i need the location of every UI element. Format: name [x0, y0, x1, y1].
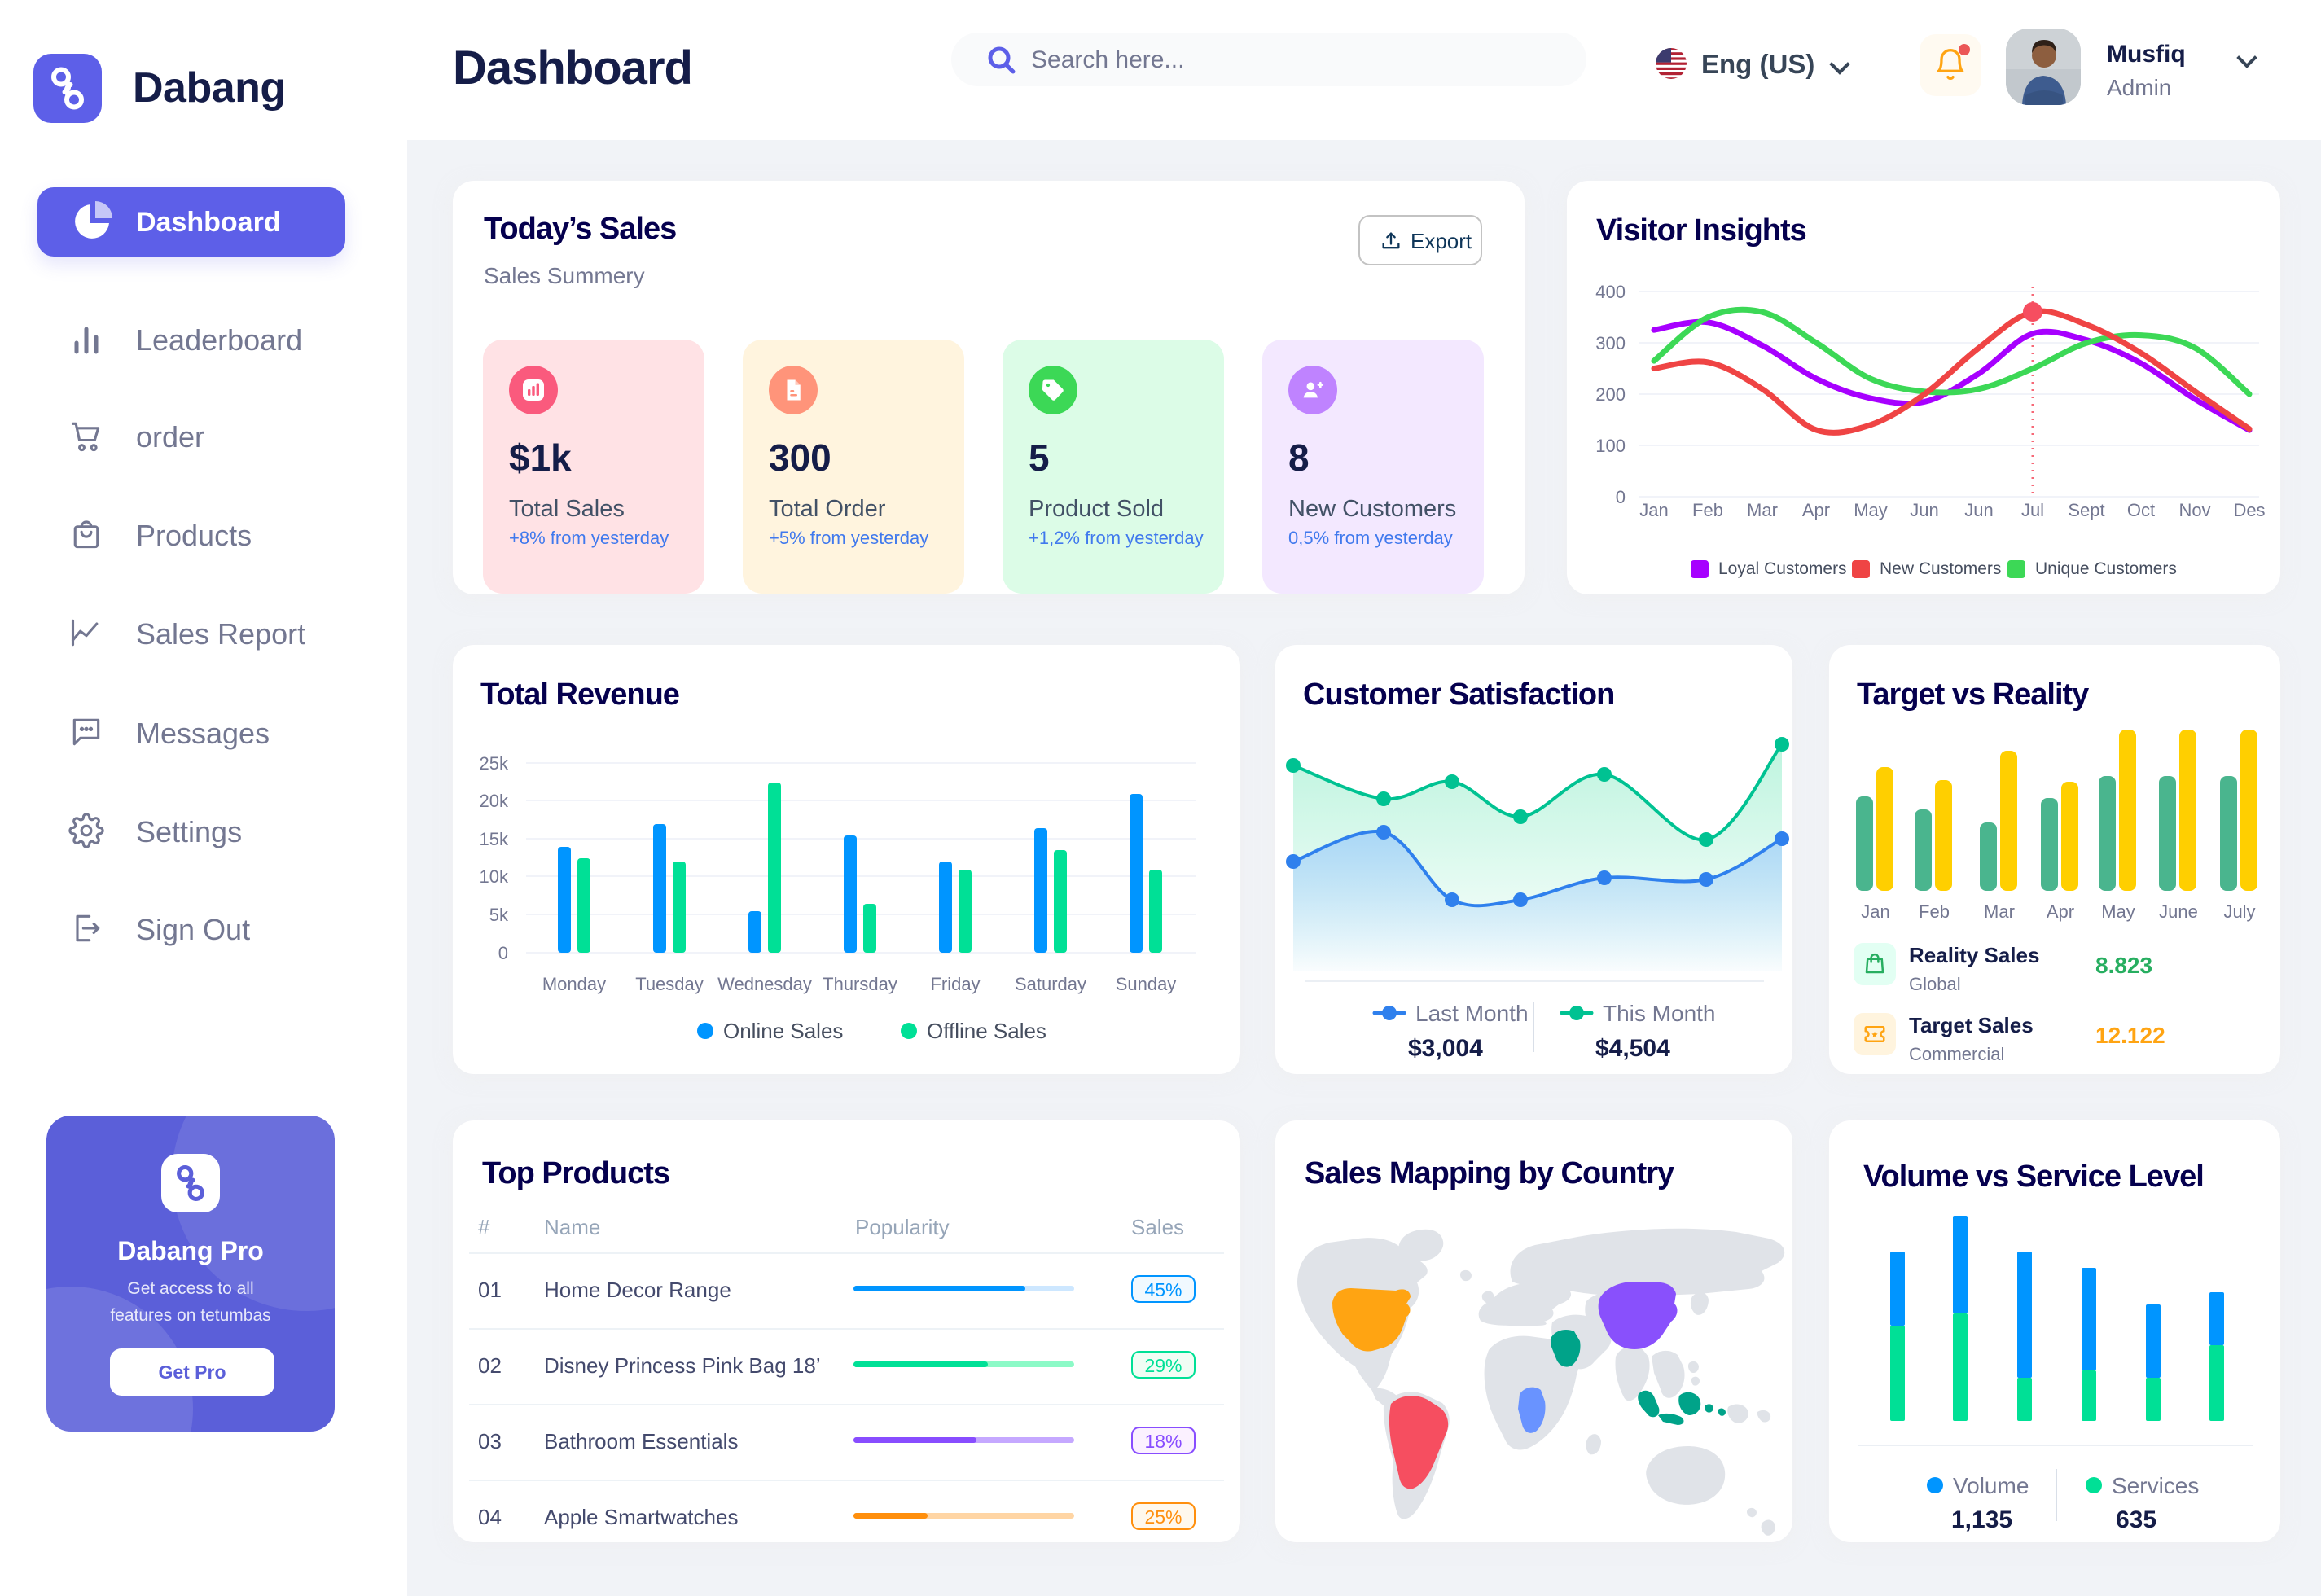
- svg-text:300: 300: [1595, 333, 1626, 353]
- svg-text:May: May: [1854, 500, 1888, 520]
- svg-text:Thursday: Thursday: [823, 974, 897, 994]
- svg-text:5k: 5k: [489, 905, 509, 925]
- svg-text:10k: 10k: [480, 866, 509, 887]
- svg-text:0: 0: [1616, 487, 1626, 507]
- svg-text:June: June: [2159, 901, 2198, 922]
- svg-text:1,135: 1,135: [1951, 1506, 2012, 1533]
- svg-text:Oct: Oct: [2127, 500, 2155, 520]
- svg-text:Monday: Monday: [542, 974, 606, 994]
- svg-text:Saturday: Saturday: [1015, 974, 1086, 994]
- svg-text:Wednesday: Wednesday: [717, 974, 812, 994]
- svg-text:Jul: Jul: [2021, 500, 2044, 520]
- svg-text:Feb: Feb: [1919, 901, 1950, 922]
- svg-text:New Customers: New Customers: [1880, 559, 2001, 578]
- svg-text:July: July: [2223, 901, 2255, 922]
- svg-text:Jan: Jan: [1861, 901, 1889, 922]
- svg-text:400: 400: [1595, 282, 1626, 302]
- svg-text:100: 100: [1595, 436, 1626, 456]
- svg-text:Jun: Jun: [1964, 500, 1993, 520]
- svg-text:Jun: Jun: [1910, 500, 1938, 520]
- svg-text:Sept: Sept: [2068, 500, 2104, 520]
- svg-text:Offline Sales: Offline Sales: [927, 1019, 1046, 1043]
- svg-text:Nov: Nov: [2178, 500, 2210, 520]
- svg-text:Last Month: Last Month: [1415, 1001, 1529, 1026]
- svg-text:Tuesday: Tuesday: [635, 974, 704, 994]
- svg-text:Mar: Mar: [1747, 500, 1778, 520]
- svg-text:Jan: Jan: [1639, 500, 1668, 520]
- svg-text:$3,004: $3,004: [1408, 1035, 1483, 1062]
- svg-text:15k: 15k: [480, 829, 509, 849]
- svg-text:Feb: Feb: [1692, 500, 1723, 520]
- svg-text:$4,504: $4,504: [1595, 1035, 1670, 1062]
- svg-text:Friday: Friday: [930, 974, 980, 994]
- svg-text:Unique Customers: Unique Customers: [2035, 559, 2177, 578]
- svg-text:Online Sales: Online Sales: [723, 1019, 843, 1043]
- svg-text:25k: 25k: [480, 753, 509, 774]
- svg-text:Des: Des: [2233, 500, 2265, 520]
- svg-text:Volume: Volume: [1953, 1473, 2029, 1498]
- svg-text:Apr: Apr: [1802, 500, 1830, 520]
- svg-text:This Month: This Month: [1603, 1001, 1716, 1026]
- svg-text:20k: 20k: [480, 791, 509, 811]
- svg-text:Services: Services: [2112, 1473, 2199, 1498]
- svg-text:Mar: Mar: [1984, 901, 2015, 922]
- svg-text:200: 200: [1595, 384, 1626, 405]
- svg-text:May: May: [2101, 901, 2135, 922]
- svg-text:Sunday: Sunday: [1116, 974, 1177, 994]
- svg-text:Loyal Customers: Loyal Customers: [1718, 559, 1847, 578]
- svg-text:0: 0: [498, 943, 508, 963]
- svg-text:635: 635: [2116, 1506, 2156, 1533]
- svg-text:Apr: Apr: [2047, 901, 2074, 922]
